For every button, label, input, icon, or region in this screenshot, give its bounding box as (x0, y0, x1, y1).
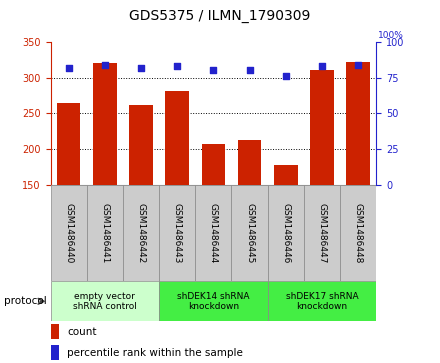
Point (246, 68, 253, 73)
Point (319, 63, 326, 69)
Point (65, 65, 72, 70)
Bar (159, 281, 268, 321)
Point (174, 63, 181, 69)
Text: protocol: protocol (4, 296, 47, 306)
Text: GSM1486447: GSM1486447 (317, 203, 326, 264)
Bar (51, 185, 87, 281)
Bar (51, 324, 59, 339)
Text: 100%: 100% (378, 31, 404, 40)
Point (138, 65, 145, 70)
Bar (274, 165, 297, 185)
Text: GSM1486446: GSM1486446 (281, 203, 290, 264)
Text: GSM1486448: GSM1486448 (354, 203, 363, 264)
Bar (159, 185, 195, 281)
Point (282, 73, 289, 79)
Text: shDEK14 shRNA
knockdown: shDEK14 shRNA knockdown (177, 291, 249, 311)
Point (101, 62, 108, 68)
Text: GSM1486444: GSM1486444 (209, 203, 218, 263)
Bar (268, 281, 376, 321)
Bar (93, 63, 117, 185)
Bar (346, 62, 370, 185)
Bar (123, 185, 159, 281)
Bar (195, 185, 231, 281)
Bar (165, 91, 189, 185)
Bar (340, 185, 376, 281)
Text: GSM1486442: GSM1486442 (136, 203, 146, 263)
Bar (51, 281, 159, 321)
Text: GSM1486443: GSM1486443 (173, 203, 182, 264)
Point (210, 68, 217, 73)
Bar (51, 345, 59, 360)
Bar (304, 185, 340, 281)
Point (355, 62, 362, 68)
Text: count: count (67, 327, 96, 337)
Text: percentile rank within the sample: percentile rank within the sample (67, 347, 243, 358)
Bar (231, 185, 268, 281)
Bar (310, 70, 334, 185)
Text: GSM1486445: GSM1486445 (245, 203, 254, 264)
Bar (87, 185, 123, 281)
Bar (238, 140, 261, 185)
Text: shDEK17 shRNA
knockdown: shDEK17 shRNA knockdown (286, 291, 358, 311)
Text: GSM1486441: GSM1486441 (100, 203, 110, 264)
Text: GDS5375 / ILMN_1790309: GDS5375 / ILMN_1790309 (129, 9, 311, 23)
Bar (202, 143, 225, 185)
Bar (57, 103, 81, 185)
Bar (268, 185, 304, 281)
Bar (129, 105, 153, 185)
Text: GSM1486440: GSM1486440 (64, 203, 73, 264)
Text: empty vector
shRNA control: empty vector shRNA control (73, 291, 137, 311)
